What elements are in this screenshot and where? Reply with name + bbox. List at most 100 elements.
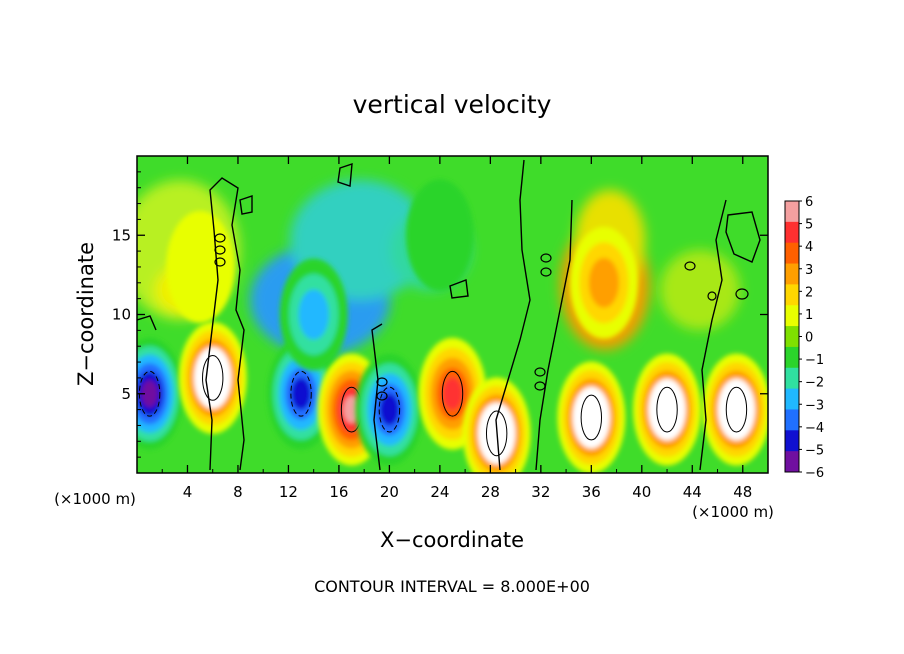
colorbar-tick-label: 4 xyxy=(805,240,813,255)
colorbar-swatch xyxy=(785,409,799,431)
colorbar-swatch xyxy=(785,326,799,348)
contour-line xyxy=(449,279,469,299)
contour-line xyxy=(699,199,727,471)
cell-ring xyxy=(166,210,235,323)
colorbar-tick-label: −2 xyxy=(805,376,824,391)
colorbar-swatch xyxy=(785,367,799,390)
data-cell xyxy=(633,353,702,466)
colorbar-swatch xyxy=(785,451,799,473)
contour-line xyxy=(535,199,573,471)
cell-ring xyxy=(379,393,400,426)
colorbar-tick-label: −1 xyxy=(805,353,824,368)
x-tick-label: 12 xyxy=(279,483,298,501)
colorbar-swatch xyxy=(785,263,799,285)
colorbar-tick-label: 3 xyxy=(805,263,813,278)
x-tick-label: 48 xyxy=(733,483,752,501)
data-cell xyxy=(355,353,424,466)
y-axis-label: Z−coordinate xyxy=(74,242,98,386)
cell-ring xyxy=(588,257,620,308)
contour-loop xyxy=(376,377,388,387)
colorbar-tick-label: 5 xyxy=(805,218,813,233)
y-axis: 5 10 15 xyxy=(112,171,768,458)
contour-loop xyxy=(534,367,546,377)
colorbar-swatch xyxy=(785,430,799,452)
field-right-warm xyxy=(660,250,740,330)
contour-loop xyxy=(707,291,717,301)
cell-core xyxy=(572,386,611,449)
cell-ring xyxy=(291,377,311,410)
data-cell xyxy=(702,353,768,466)
contour-loop xyxy=(735,288,749,300)
cell-ring xyxy=(442,377,463,410)
colorbar-tick-label: 0 xyxy=(805,331,813,346)
contour-line xyxy=(239,195,253,215)
cell-core xyxy=(717,378,756,441)
contour-line xyxy=(137,315,157,331)
plot-field xyxy=(137,156,768,473)
colorbar-tick-label: −4 xyxy=(805,421,824,436)
cell-core xyxy=(648,378,686,441)
contour-loop xyxy=(214,257,226,267)
cell-contour xyxy=(725,386,748,433)
y-tick-label: 10 xyxy=(112,306,131,324)
colorbar-tick-label: 1 xyxy=(805,308,813,323)
contour-loop xyxy=(214,233,226,243)
cell-ring xyxy=(141,380,158,408)
contour-line xyxy=(337,162,353,187)
x-tick-label: 20 xyxy=(380,483,399,501)
contour-loop xyxy=(376,391,388,401)
colorbar-tick-label: −5 xyxy=(805,443,824,458)
contour-loop xyxy=(540,253,552,263)
data-cell xyxy=(405,179,474,292)
cell-ring xyxy=(298,289,329,340)
contour-loop xyxy=(534,381,546,391)
contour-loop xyxy=(684,261,696,271)
cell-contour xyxy=(441,370,464,417)
data-cell xyxy=(279,258,348,371)
data-cell xyxy=(166,210,235,323)
data-cell xyxy=(557,361,626,473)
x-tick-label: 16 xyxy=(329,483,348,501)
data-cell xyxy=(569,226,638,339)
cell-contour xyxy=(485,410,508,457)
x-tick-label: 4 xyxy=(183,483,193,501)
cell-contour xyxy=(580,394,603,441)
x-tick-label: 32 xyxy=(531,483,550,501)
y-tick-label: 5 xyxy=(121,385,131,403)
x-tick-label: 8 xyxy=(233,483,243,501)
x-axis: 4 8 12 16 20 24 28 32 36 40 44 48 xyxy=(161,156,752,501)
colorbar: 6 5 4 3 2 1 0 −1 −2 −3 −4 −5 −6 xyxy=(784,195,824,481)
x-axis-label: X−coordinate xyxy=(380,528,524,552)
contour-loops xyxy=(214,233,749,401)
colorbar-tick-label: 2 xyxy=(805,285,813,300)
y-unit-label: (×1000 m) xyxy=(54,490,136,508)
contour-line xyxy=(495,159,531,471)
x-unit-label: (×1000 m) xyxy=(692,503,774,521)
y-tick-label: 15 xyxy=(112,226,131,244)
contour-loop xyxy=(214,245,226,255)
colorbar-tick-label: 6 xyxy=(805,195,813,210)
cell-contour xyxy=(378,386,401,433)
contour-interval-annotation: CONTOUR INTERVAL = 8.000E+00 xyxy=(314,577,590,596)
contour-line xyxy=(725,211,761,263)
colorbar-tick-label: −3 xyxy=(805,398,824,413)
data-cells xyxy=(137,179,768,473)
cell-core xyxy=(194,347,232,409)
colorbar-swatch xyxy=(785,242,799,265)
contour-line xyxy=(205,177,245,471)
contour-loop xyxy=(540,267,552,277)
cell-contour xyxy=(202,355,224,401)
cell-contour xyxy=(290,370,312,417)
colorbar-swatch xyxy=(785,221,799,244)
colorbar-swatch xyxy=(785,346,799,369)
data-cell xyxy=(178,321,247,434)
x-tick-label: 24 xyxy=(430,483,449,501)
colorbar-swatch xyxy=(785,284,799,306)
x-tick-label: 28 xyxy=(481,483,500,501)
colorbar-tick-label: −6 xyxy=(805,466,824,481)
chart-title: vertical velocity xyxy=(353,90,552,119)
cell-ring xyxy=(405,179,474,292)
colorbar-swatch xyxy=(785,305,799,327)
colorbar-swatch xyxy=(785,201,799,223)
